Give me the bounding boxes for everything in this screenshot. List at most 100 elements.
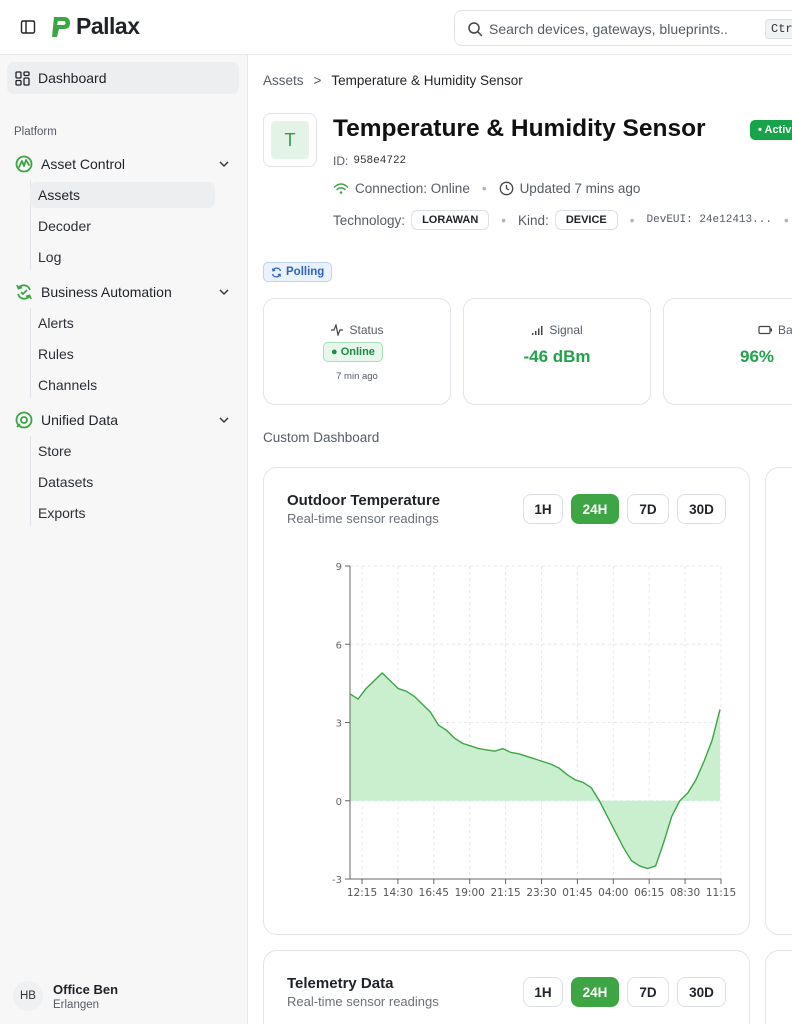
breadcrumb-link-assets[interactable]: Assets [263,73,304,88]
main-content: Assets > Temperature & Humidity Sensor T… [248,55,792,1024]
device-avatar: T [263,113,317,167]
sidebar-group-label: Business Automation [41,284,172,300]
sidebar-toggle-icon[interactable] [20,19,36,35]
separator-dot: • [783,212,789,228]
temperature-series-line [349,671,721,870]
y-tick-label: 9 [336,562,342,573]
connection-status: Connection: Online [355,181,470,196]
asset-control-icon [15,155,33,173]
kind-label: Kind: [518,212,549,228]
search-box[interactable]: Ctrl [454,10,792,46]
device-meta: Technology: LORAWAN • Kind: DEVICE • Dev… [333,210,792,230]
card-title: Outdoor Temperature [287,492,441,509]
sidebar-item-decoder[interactable]: Decoder [38,218,91,234]
sidebar-group-asset-control[interactable]: Asset Control [14,152,236,176]
status-time: 7 min ago [336,371,378,382]
custom-dashboard-heading: Custom Dashboard [263,430,380,445]
sidebar-tree-line [30,308,31,398]
range-30d-button[interactable]: 30D [677,494,726,524]
sidebar-section-label: Platform [14,126,57,138]
app-logo[interactable]: Pallax [50,13,140,40]
sidebar-item-log[interactable]: Log [38,249,62,265]
activity-icon [331,324,344,336]
range-24h-button[interactable]: 24H [571,494,619,524]
sidebar-item-alerts[interactable]: Alerts [38,315,74,331]
technology-tag: LORAWAN [411,210,490,230]
status-badge: • Activ [750,120,792,140]
x-tick-label: 14:30 [383,887,413,899]
breadcrumb-separator: > [313,73,322,88]
sidebar-item-exports[interactable]: Exports [38,505,86,521]
wifi-icon [333,182,349,194]
y-tick-label: 3 [336,719,342,730]
x-tick-label: 16:45 [419,887,449,899]
x-tick-label: 04:00 [598,887,628,899]
x-tick-label: 01:45 [562,887,592,899]
user-location: Erlangen [53,998,100,1011]
status-label: Status [349,323,384,337]
x-tick-label: 08:30 [670,887,700,899]
signal-value: -46 dBm [523,347,591,366]
y-tick-label: -3 [332,875,342,886]
polling-badge: Polling [263,262,333,282]
clock-icon [499,181,513,196]
page-title: Temperature & Humidity Sensor [333,115,706,142]
battery-card-header: Battery [664,323,792,337]
polling-label: Polling [286,266,325,278]
pallax-logo-icon [52,16,70,37]
range-24h-button[interactable]: 24H [571,977,619,1007]
x-tick-label: 21:15 [490,887,520,899]
chevron-down-icon[interactable] [218,414,230,426]
temperature-area [350,672,720,869]
sidebar-item-assets[interactable]: Assets [30,182,215,208]
device-id-value[interactable]: 958e4722 [353,155,407,167]
sidebar-item-store[interactable]: Store [38,443,72,459]
range-7d-button[interactable]: 7D [627,494,669,524]
range-1h-button[interactable]: 1H [523,977,563,1007]
next-card-partial [765,467,792,935]
deveui-value[interactable]: DevEUI: 24e12413... [646,214,772,226]
avatar: HB [13,981,43,1011]
sidebar-group-unified-data[interactable]: Unified Data [14,408,236,432]
temperature-chart[interactable]: -3 0 3 6 9 12:15 14:30 16:45 19:00 21:15 23:30 01:4… [264,548,751,908]
device-avatar-letter: T [271,121,309,159]
sidebar-tree-line [30,180,31,270]
x-tick-label: 23:30 [526,887,556,899]
sidebar-item-channels[interactable]: Channels [38,377,98,393]
outdoor-temperature-card: Outdoor Temperature Real-time sensor rea… [263,467,750,935]
range-1h-button[interactable]: 1H [523,494,563,524]
refresh-icon [271,266,282,278]
x-tick-label: 19:00 [455,887,485,899]
online-badge: ● Online [323,342,383,362]
search-shortcut: Ctrl [765,19,792,39]
separator-dot: • [481,181,487,196]
card-subtitle: Real-time sensor readings [287,511,439,526]
top-bar: Pallax Ctrl [0,0,792,55]
chevron-down-icon[interactable] [218,286,230,298]
sidebar-item-datasets[interactable]: Datasets [38,474,94,490]
sidebar-tree-line [30,436,31,526]
sidebar-group-label: Asset Control [41,156,126,172]
last-updated: Updated 7 mins ago [519,181,641,196]
y-tick-label: 6 [336,640,342,651]
card-title: Telemetry Data [287,975,394,992]
range-30d-button[interactable]: 30D [677,977,726,1007]
kind-tag: DEVICE [554,210,618,230]
signal-bars-icon [532,325,543,335]
breadcrumb-current: Temperature & Humidity Sensor [331,73,523,88]
unified-data-icon [15,411,33,429]
chevron-down-icon[interactable] [218,158,230,170]
sidebar-group-business-automation[interactable]: Business Automation [14,280,236,304]
automation-icon [16,284,32,300]
range-7d-button[interactable]: 7D [627,977,669,1007]
search-input[interactable] [489,19,729,39]
sidebar-item-rules[interactable]: Rules [38,346,74,362]
search-icon [468,22,483,37]
x-tick-label: 11:15 [706,887,736,899]
user-profile[interactable]: HB Office Ben Erlangen [13,981,118,1011]
device-id-label: ID: [333,154,349,168]
sidebar-item-dashboard[interactable]: Dashboard [7,62,239,94]
technology-label: Technology: [333,212,406,228]
battery-value: 96% [739,347,775,366]
status-card: Status ● Online 7 min ago [263,298,451,405]
